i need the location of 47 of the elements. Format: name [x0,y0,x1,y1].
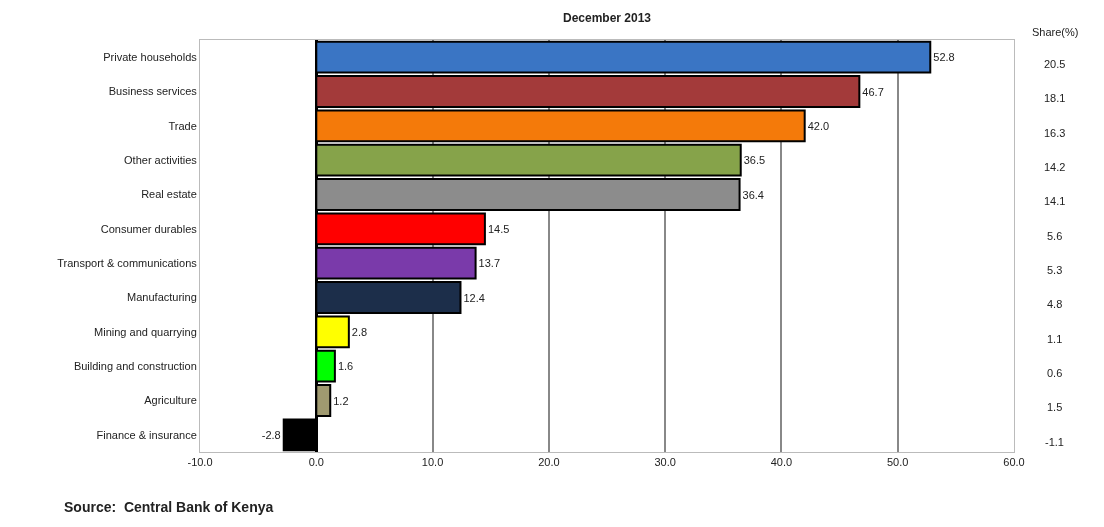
text: 16.3 [1044,127,1066,139]
data-label: 36.5 [743,154,766,167]
text: 1.1 [1047,333,1063,345]
data-label: 14.5 [487,222,510,235]
data-label: 46.7 [862,85,884,98]
text: 18.1 [1044,92,1066,104]
y-tick-label: Mining and quarrying [94,325,197,338]
x-tick-label: 0.0 [308,456,324,469]
data-label: 12.4 [463,291,485,304]
chart-title: December 2013 [562,10,652,25]
y-tick-label: Private households [103,51,198,64]
x-tick-label: 30.0 [654,456,676,469]
x-tick-label: 10.0 [421,456,444,469]
x-tick-label: -10.0 [187,456,213,469]
y-tick-label: Building and construction [73,360,197,373]
text: 14.2 [1044,161,1066,173]
y-tick-label: Business services [108,85,198,98]
text: Share(%) [1032,26,1079,38]
data-label: 36.4 [742,188,764,201]
data-label: -2.8 [261,428,281,441]
data-label: 2.8 [351,325,368,338]
text: 14.1 [1044,195,1066,207]
x-tick-label: 40.0 [770,456,793,469]
source-note: Source: Central Bank of Kenya [64,499,274,515]
y-tick-label: Real estate [141,188,197,201]
text: -1.1 [1045,436,1064,448]
x-tick-label: 50.0 [887,456,909,469]
data-label: 1.2 [333,394,349,407]
x-tick-label: 20.0 [538,456,560,469]
y-tick-label: Trade [168,119,197,132]
text: 5.3 [1047,264,1063,276]
data-label: 13.7 [478,257,501,270]
text: 1.5 [1047,401,1063,413]
y-tick-label: Consumer durables [100,222,198,235]
data-label: 52.8 [933,51,955,64]
text: 20.5 [1044,58,1066,70]
text: 5.6 [1047,230,1063,242]
y-tick-label: Agriculture [144,394,197,407]
y-tick-label: Other activities [124,154,198,167]
data-label: 42.0 [807,119,830,132]
y-tick-label: Manufacturing [127,291,197,304]
x-tick-label: 60.0 [1003,456,1025,469]
text: 4.8 [1047,298,1063,310]
data-label: 1.6 [337,360,354,373]
y-tick-label: Finance & insurance [96,428,197,441]
text: 0.6 [1047,367,1063,379]
y-tick-label: Transport & communications [57,257,198,270]
